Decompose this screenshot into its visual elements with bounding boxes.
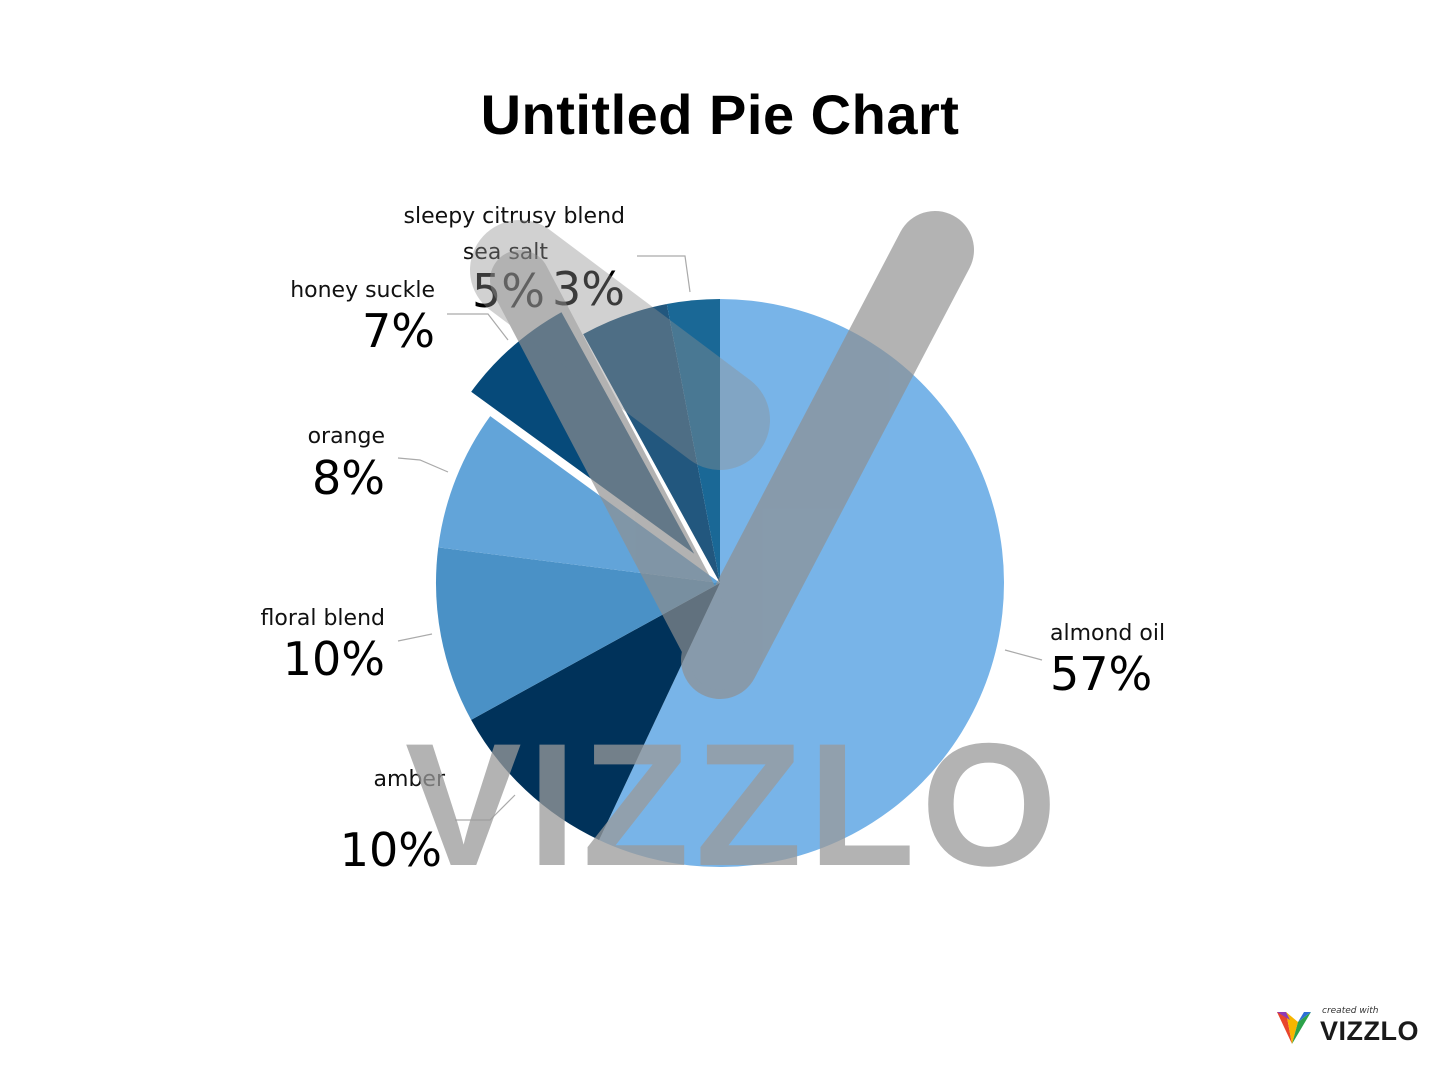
watermark: VIZZLO	[405, 211, 1063, 903]
vizzlo-logo: created with VIZZLO	[1274, 1004, 1424, 1050]
chart-title: Untitled Pie Chart	[480, 83, 960, 146]
slice-label: honey suckle	[290, 278, 435, 303]
vizzlo-brand-text: VIZZLO	[1320, 1016, 1419, 1046]
pie-slice-floral-blend	[436, 547, 720, 720]
slice-label: orange	[308, 424, 385, 449]
leader-line	[447, 313, 509, 341]
slice-label: sleepy citrusy blend	[404, 204, 625, 229]
slice-label: floral blend	[261, 606, 385, 631]
pie-slice-amber	[471, 583, 720, 840]
pie-slice-sea-salt	[583, 304, 720, 583]
slice-percent: 10%	[283, 632, 385, 686]
pie-slice-sleepy-citrusy-blend	[666, 299, 720, 583]
created-with-text: created with	[1322, 1006, 1379, 1016]
leader-line	[455, 794, 516, 821]
slice-percent: 7%	[362, 304, 435, 358]
slice-percent: 10%	[340, 823, 442, 877]
slice-label: amber	[374, 767, 446, 792]
slice-percent: 57%	[1050, 647, 1152, 701]
vizzlo-logo-icon	[1277, 1012, 1311, 1044]
leader-line	[397, 457, 449, 473]
leader-lines	[397, 255, 1043, 821]
leader-line	[637, 255, 691, 293]
slice-percent: 8%	[312, 451, 385, 505]
leader-line	[1004, 649, 1043, 661]
slice-label: almond oil	[1050, 621, 1165, 646]
watermark-text: VIZZLO	[405, 708, 1063, 903]
leader-line	[397, 633, 433, 642]
